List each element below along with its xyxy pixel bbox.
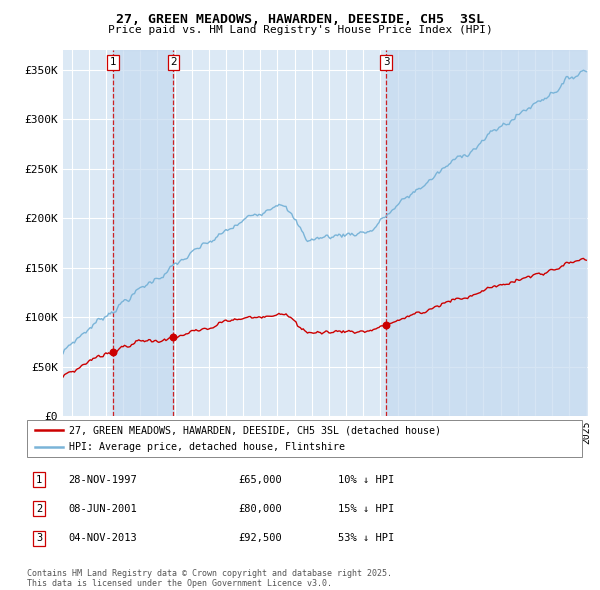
Text: HPI: Average price, detached house, Flintshire: HPI: Average price, detached house, Flin… [68,442,344,452]
Text: Contains HM Land Registry data © Crown copyright and database right 2025.
This d: Contains HM Land Registry data © Crown c… [27,569,392,588]
Text: 04-NOV-2013: 04-NOV-2013 [68,533,137,543]
Text: 08-JUN-2001: 08-JUN-2001 [68,504,137,514]
Text: 3: 3 [383,57,389,67]
Text: 1: 1 [36,474,43,484]
Bar [386,50,586,416]
FancyBboxPatch shape [27,420,582,457]
Point [382,320,391,329]
Bar [113,50,173,416]
Text: 53% ↓ HPI: 53% ↓ HPI [338,533,394,543]
Text: 3: 3 [36,533,43,543]
Text: £92,500: £92,500 [238,533,281,543]
Text: 27, GREEN MEADOWS, HAWARDEN, DEESIDE, CH5  3SL: 27, GREEN MEADOWS, HAWARDEN, DEESIDE, CH… [116,13,484,26]
Text: 2: 2 [36,504,43,514]
Point [169,332,178,342]
Text: £65,000: £65,000 [238,474,281,484]
Text: 1: 1 [110,57,116,67]
Text: 28-NOV-1997: 28-NOV-1997 [68,474,137,484]
Text: £80,000: £80,000 [238,504,281,514]
Text: 27, GREEN MEADOWS, HAWARDEN, DEESIDE, CH5 3SL (detached house): 27, GREEN MEADOWS, HAWARDEN, DEESIDE, CH… [68,425,440,435]
Text: 10% ↓ HPI: 10% ↓ HPI [338,474,394,484]
Text: 2: 2 [170,57,177,67]
Text: Price paid vs. HM Land Registry's House Price Index (HPI): Price paid vs. HM Land Registry's House … [107,25,493,35]
Point [108,347,118,356]
Text: 15% ↓ HPI: 15% ↓ HPI [338,504,394,514]
